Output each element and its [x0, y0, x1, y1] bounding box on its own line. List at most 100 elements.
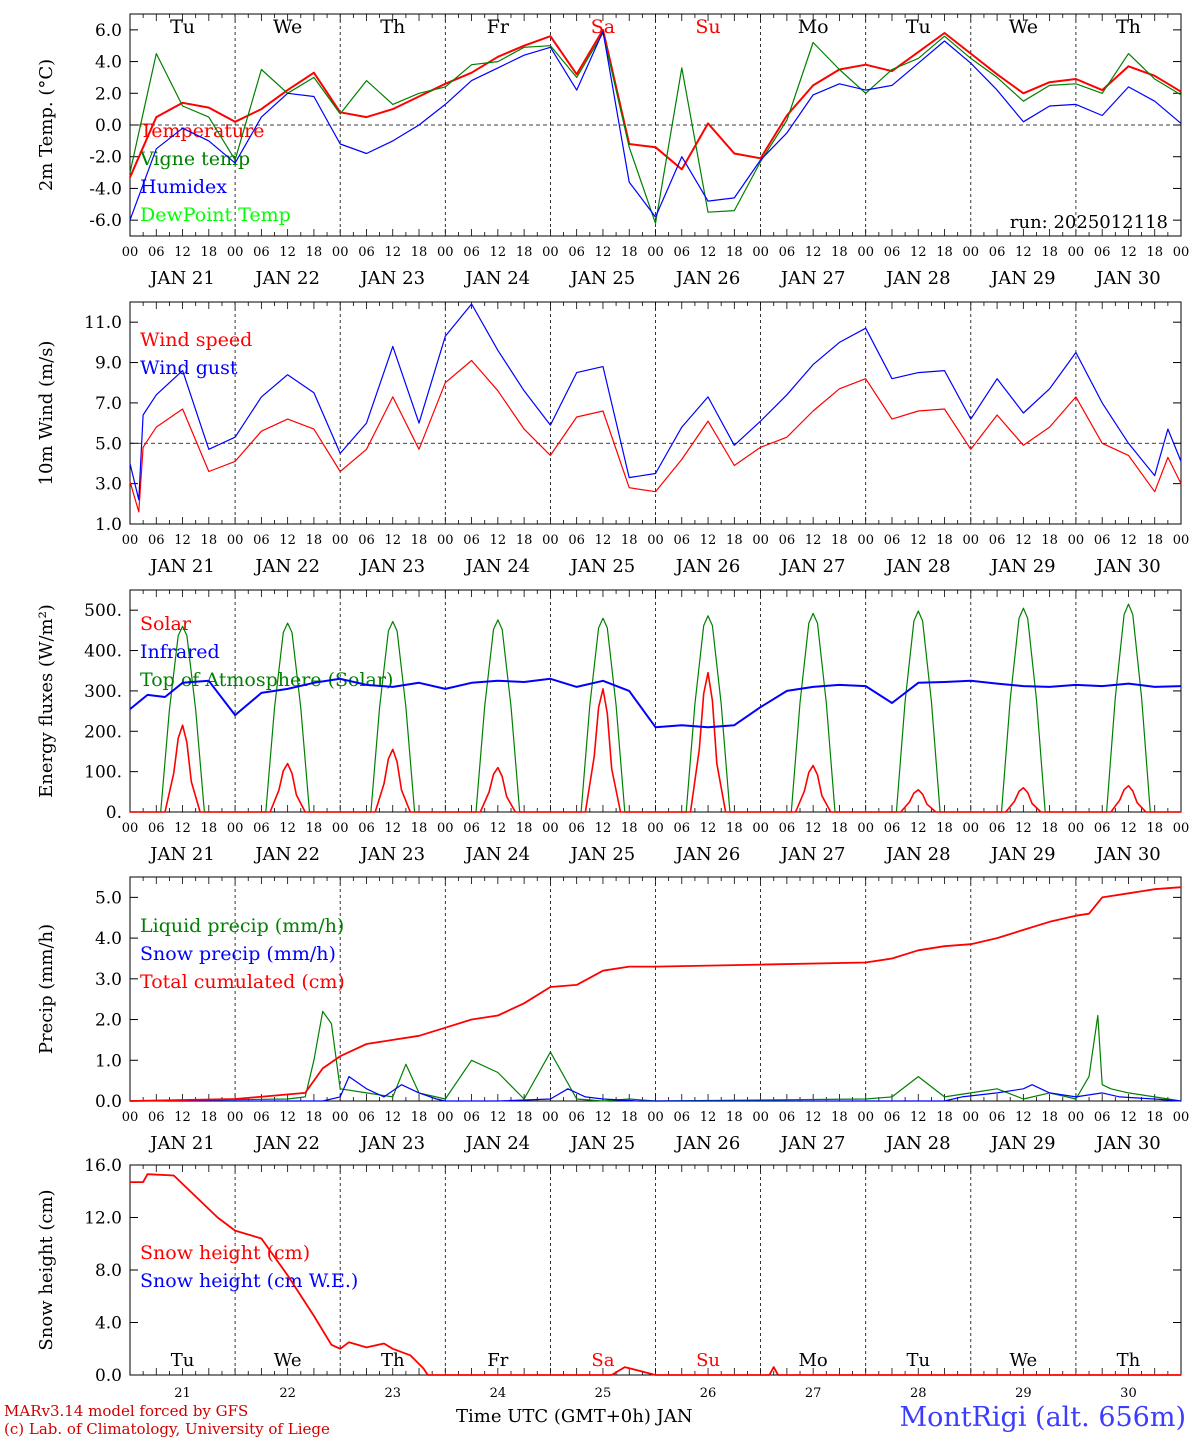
legend-entry: Vigne temp	[139, 148, 250, 170]
hour-tick-label: 00	[647, 245, 664, 260]
hour-tick-label: 12	[595, 533, 612, 548]
hour-tick-label: 18	[726, 533, 743, 548]
hour-tick-label: 12	[805, 245, 822, 260]
hour-tick-label: 00	[647, 821, 664, 836]
hour-tick-label: 00	[857, 1110, 874, 1125]
weekday-label: Tu	[906, 1350, 930, 1371]
hour-tick-label: 18	[411, 1110, 428, 1125]
hour-tick-label: 12	[490, 245, 507, 260]
hour-tick-label: 18	[516, 533, 533, 548]
hour-tick-label: 18	[936, 821, 953, 836]
weekday-label: Th	[381, 1350, 405, 1371]
hour-tick-label: 06	[358, 821, 375, 836]
series-temperature	[129, 28, 1182, 178]
day-number-label: 22	[279, 1386, 296, 1401]
date-label: JAN 29	[989, 1133, 1056, 1154]
date-label: JAN 21	[148, 1133, 215, 1154]
hour-tick-label: 18	[1041, 533, 1058, 548]
hour-tick-label: 00	[542, 1110, 559, 1125]
date-label: JAN 25	[569, 844, 636, 865]
hour-tick-label: 12	[1120, 245, 1137, 260]
legend-entry: Infrared	[140, 641, 220, 663]
hour-tick-label: 12	[174, 1110, 191, 1125]
y-tick-label: -6.0	[89, 211, 122, 231]
hour-tick-label: 00	[122, 245, 139, 260]
day-number-label: 28	[910, 1386, 927, 1401]
date-label: JAN 22	[253, 268, 320, 289]
date-label: JAN 30	[1094, 1133, 1161, 1154]
hour-tick-label: 12	[805, 1110, 822, 1125]
y-tick-label: 8.0	[95, 1261, 122, 1281]
date-label: JAN 27	[779, 844, 846, 865]
hour-tick-label: 18	[201, 821, 218, 836]
hour-tick-label: 18	[726, 821, 743, 836]
hour-tick-label: 18	[516, 821, 533, 836]
hour-tick-label: 00	[1068, 245, 1085, 260]
hour-tick-label: 00	[437, 1110, 454, 1125]
hour-tick-label: 00	[1173, 1110, 1190, 1125]
weekday-label: Sa	[591, 1350, 614, 1371]
hour-tick-label: 06	[1094, 533, 1111, 548]
date-label: JAN 29	[989, 556, 1056, 577]
hour-tick-label: 00	[437, 533, 454, 548]
day-number-label: 23	[384, 1386, 401, 1401]
legend-entry: Solar	[140, 613, 192, 635]
weekday-label: Tu	[906, 16, 931, 38]
hour-tick-label: 00	[752, 1110, 769, 1125]
hour-tick-label: 18	[831, 821, 848, 836]
date-label: JAN 23	[358, 844, 425, 865]
hour-tick-label: 00	[122, 533, 139, 548]
day-number-label: 21	[174, 1386, 191, 1401]
hour-tick-label: 06	[253, 1110, 270, 1125]
time-axis-label: Time UTC (GMT+0h) JAN	[456, 1406, 693, 1427]
y-tick-label: 4.0	[95, 53, 122, 73]
date-label: JAN 22	[253, 844, 320, 865]
hour-tick-label: 00	[542, 821, 559, 836]
day-number-label: 27	[805, 1386, 822, 1401]
hour-tick-label: 06	[148, 1110, 165, 1125]
series-solar	[130, 671, 1181, 813]
hour-tick-label: 06	[568, 821, 585, 836]
y-axis-label: Energy fluxes (W/m²)	[36, 604, 57, 798]
y-tick-label: 0.0	[95, 1366, 122, 1386]
hour-tick-label: 00	[963, 245, 980, 260]
date-label: JAN 30	[1094, 556, 1161, 577]
date-label: JAN 30	[1094, 844, 1161, 865]
day-number-label: 29	[1015, 1386, 1032, 1401]
date-label: JAN 28	[884, 1133, 951, 1154]
legend-entry: Snow precip (mm/h)	[140, 943, 336, 965]
hour-tick-label: 00	[647, 533, 664, 548]
y-tick-label: -4.0	[89, 179, 122, 199]
weekday-label: Mo	[798, 16, 829, 38]
weekday-label: Th	[1117, 1350, 1141, 1371]
legend-entry: Wind speed	[140, 329, 252, 351]
legend-entry: Humidex	[140, 176, 227, 198]
y-tick-label: 100.	[84, 763, 122, 783]
date-label: JAN 26	[674, 844, 741, 865]
weekday-label: Fr	[487, 16, 510, 38]
hour-tick-label: 12	[490, 1110, 507, 1125]
hour-tick-label: 06	[148, 533, 165, 548]
hour-tick-label: 06	[884, 1110, 901, 1125]
y-tick-label: 0.	[106, 803, 122, 823]
series-top-of-atmosphere	[130, 603, 1181, 813]
hour-tick-label: 00	[752, 533, 769, 548]
hour-tick-label: 06	[568, 533, 585, 548]
y-tick-label: 2.0	[95, 1011, 122, 1031]
hour-tick-label: 12	[805, 533, 822, 548]
hour-tick-label: 00	[122, 1110, 139, 1125]
y-tick-label: 7.0	[95, 394, 122, 414]
y-tick-label: 11.0	[84, 313, 122, 333]
weekday-label: Th	[1116, 16, 1141, 38]
date-label: JAN 23	[358, 556, 425, 577]
hour-tick-label: 12	[700, 245, 717, 260]
date-label: JAN 23	[358, 268, 425, 289]
date-label: JAN 22	[253, 1133, 320, 1154]
hour-tick-label: 00	[1068, 821, 1085, 836]
weekday-label: Sa	[591, 16, 615, 38]
hour-tick-label: 12	[595, 821, 612, 836]
hour-tick-label: 12	[1015, 533, 1032, 548]
weekday-label: Tu	[171, 1350, 195, 1371]
hour-tick-label: 06	[674, 821, 691, 836]
hour-tick-label: 00	[857, 821, 874, 836]
